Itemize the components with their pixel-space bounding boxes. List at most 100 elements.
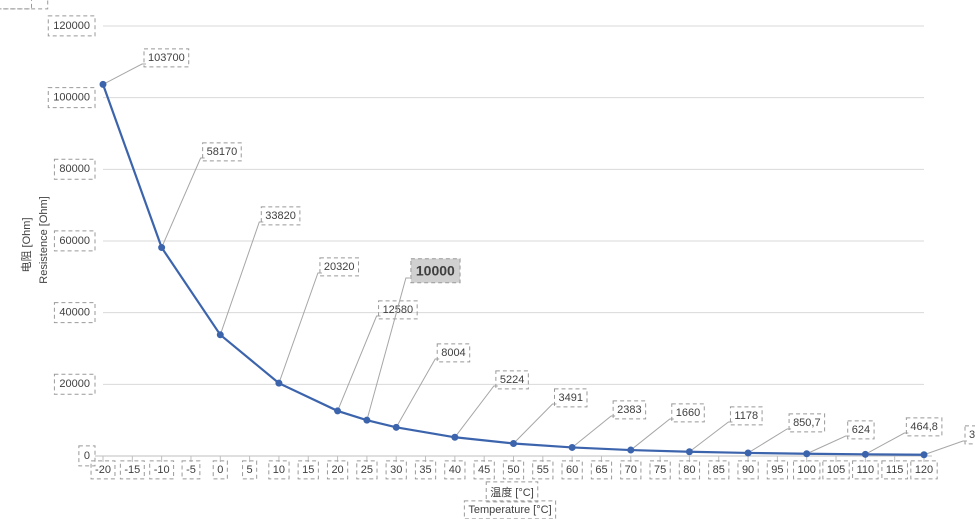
leader-line (337, 315, 381, 412)
x-tick-label: 10 (273, 464, 285, 476)
label-frame (181, 460, 201, 480)
label-frame (485, 481, 539, 503)
x-tick-label: 100 (798, 464, 816, 476)
label-frame (495, 370, 529, 390)
x-tick-label: -20 (95, 464, 111, 476)
x-tick-label: 35 (419, 464, 431, 476)
label-frame (729, 406, 763, 426)
leader-line (513, 403, 557, 444)
point (803, 450, 811, 458)
leader-line (689, 421, 733, 453)
leader-line (923, 440, 967, 456)
x-tick-label: 5 (247, 464, 253, 476)
point (334, 407, 342, 415)
point (861, 450, 869, 458)
point (158, 244, 166, 252)
x-tick-label: 30 (390, 464, 402, 476)
leader-line (278, 272, 322, 384)
label-frame (822, 460, 850, 480)
x-tick-label: 90 (742, 464, 754, 476)
x-tick-label: 105 (827, 464, 845, 476)
data-label: 10000 (416, 263, 455, 279)
y-axis-title-en: Resistence [Ohm] (38, 196, 50, 283)
data-label: 8004 (441, 347, 465, 359)
y-tick-label: 80000 (59, 163, 90, 175)
label-frame (53, 373, 96, 395)
x-axis-title-en: Temperature [°C] (468, 504, 551, 516)
label-frame (793, 460, 821, 480)
leader-line (454, 385, 498, 438)
label-frame (649, 460, 671, 480)
x-tick-label: 65 (595, 464, 607, 476)
y-tick-label: 100000 (53, 92, 90, 104)
label-frame (78, 445, 96, 467)
x-tick-label: 50 (507, 464, 519, 476)
point (451, 433, 459, 441)
label-frame (436, 343, 471, 363)
leader-line (806, 435, 850, 455)
x-tick-label: 95 (771, 464, 783, 476)
label-frame (678, 460, 701, 480)
y-axis-title: 电阻 [Ohm] (20, 217, 33, 272)
leader-line (219, 221, 264, 335)
y-tick-label: 20000 (59, 378, 90, 390)
leader-line (395, 358, 440, 428)
data-label: 1178 (734, 410, 758, 422)
point (510, 439, 517, 447)
data-label: 464,8 (910, 421, 938, 433)
label-frame (356, 460, 378, 480)
data-label: 5224 (500, 374, 524, 386)
y-tick-label: 0 (84, 450, 90, 462)
x-tick-label: 20 (331, 464, 343, 476)
label-frame (847, 420, 875, 440)
label-frame (766, 460, 789, 480)
data-label: 33820 (265, 210, 296, 222)
data-label: 850,7 (793, 417, 821, 429)
x-tick-label: 15 (302, 464, 314, 476)
y-tick-label: 60000 (59, 235, 90, 247)
point (685, 448, 693, 456)
x-tick-label: 85 (713, 464, 725, 476)
label-frame (268, 460, 290, 480)
label-frame (47, 87, 96, 109)
label-frame (53, 230, 96, 252)
x-tick-label: 60 (566, 464, 578, 476)
label-frame (532, 460, 554, 480)
label-frame (905, 417, 943, 437)
label-highlight (410, 258, 461, 283)
data-label: 103700 (148, 52, 185, 64)
x-tick-label: 55 (537, 464, 549, 476)
x-tick-label: 25 (361, 464, 373, 476)
point (392, 423, 400, 431)
x-tick-label: 0 (217, 464, 223, 476)
line (101, 84, 925, 456)
x-tick-label: -15 (124, 464, 140, 476)
label-frame (788, 413, 826, 433)
label-frame (554, 388, 588, 408)
label-frame (964, 425, 975, 445)
point (99, 80, 107, 88)
x-axis-title: 温度 [°C] (490, 485, 534, 499)
label-frame (53, 158, 96, 180)
x-tick-label: 80 (683, 464, 695, 476)
data-label: 3491 (559, 392, 583, 404)
label-frame (737, 460, 759, 480)
data-label: 20320 (324, 261, 355, 273)
label-frame (143, 48, 190, 68)
label-frame (242, 460, 258, 480)
label-frame (53, 302, 96, 324)
leader-line (630, 418, 674, 451)
data-label: 351 (969, 429, 975, 441)
label-frame (47, 15, 96, 37)
point (216, 331, 224, 339)
point (627, 446, 635, 454)
label-frame (881, 460, 908, 480)
label-frame (620, 460, 642, 480)
leader-line (102, 63, 146, 85)
point (275, 379, 283, 387)
x-tick-label: 70 (625, 464, 637, 476)
data-label: 2383 (617, 404, 641, 416)
leader-line (747, 428, 792, 454)
x-tick-label: -5 (186, 464, 196, 476)
